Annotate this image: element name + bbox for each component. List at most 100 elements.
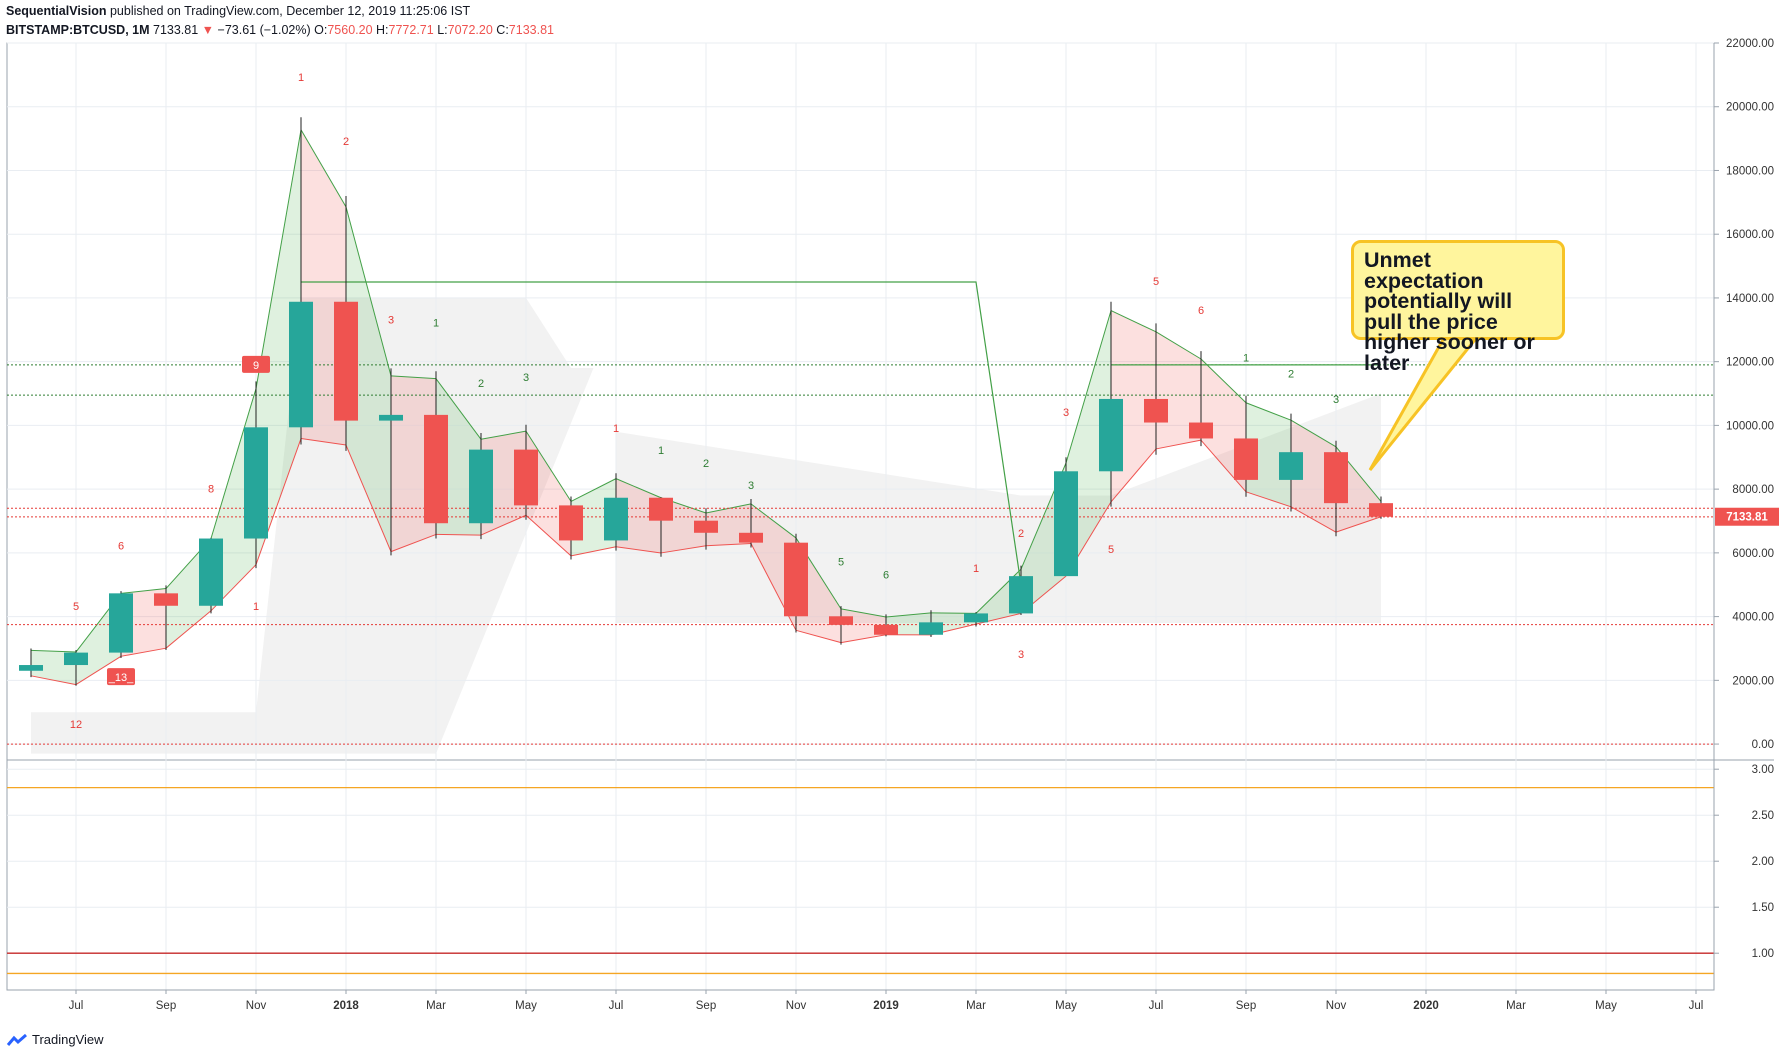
y-tick-label: 2.50 bbox=[1752, 810, 1774, 822]
cloud-band bbox=[346, 206, 391, 552]
symbol-label[interactable]: BITSTAMP:BTCUSD, 1M bbox=[6, 23, 150, 37]
y-tick-label: 6000.00 bbox=[1732, 548, 1774, 560]
setup-count-label: 3 bbox=[1333, 394, 1339, 406]
cloud-upper-line bbox=[255, 129, 302, 389]
cloud-upper-line bbox=[345, 206, 392, 377]
cloud-lower-line bbox=[435, 533, 482, 536]
cloud-upper-line bbox=[1155, 331, 1202, 360]
candle-body bbox=[694, 520, 718, 533]
y-tick-label: 1.50 bbox=[1752, 902, 1774, 914]
cloud-upper-line bbox=[930, 612, 977, 614]
cloud-upper-line bbox=[615, 478, 662, 499]
setup-count-label: 3 bbox=[523, 372, 529, 384]
cloud-lower-line bbox=[390, 533, 437, 553]
x-tick-label: Mar bbox=[1506, 1000, 1526, 1012]
y-tick-label: 0.00 bbox=[1752, 739, 1774, 751]
cloud-lower-line bbox=[30, 675, 77, 686]
candle-body bbox=[604, 497, 628, 541]
setup-count-label: 2 bbox=[1288, 369, 1294, 381]
cloud-lower-line bbox=[795, 629, 842, 644]
down-arrow-icon: ▼ bbox=[201, 23, 215, 37]
cloud-lower-line bbox=[660, 545, 707, 554]
candle-body bbox=[649, 497, 673, 521]
candle-body bbox=[829, 616, 853, 625]
axes-layer: 0.00 2000.00 4000.00 6000.00 8000.00 10000.00… bbox=[7, 38, 1779, 1012]
x-tick-label: Jul bbox=[1689, 1000, 1704, 1012]
y-tick-label: 18000.00 bbox=[1726, 165, 1774, 177]
cloud-upper-line bbox=[570, 478, 617, 502]
cloud-lower-line bbox=[1245, 491, 1292, 508]
x-tick-label: Nov bbox=[786, 1000, 807, 1012]
setup-count-label: 5 bbox=[1108, 544, 1114, 556]
last-price-tag bbox=[1715, 507, 1779, 526]
badge-bg bbox=[107, 668, 135, 686]
x-tick-label: Sep bbox=[696, 1000, 716, 1012]
cloud-lower-line bbox=[615, 546, 662, 554]
count-badge: _13_ bbox=[107, 668, 135, 686]
candle-body bbox=[199, 538, 223, 606]
y-tick-label: 2000.00 bbox=[1732, 675, 1774, 687]
setup-count-label: 1 bbox=[298, 72, 304, 84]
publish-line: SequentialVision published on TradingVie… bbox=[6, 3, 554, 19]
open-value: 7560.20 bbox=[327, 23, 373, 37]
candle-body bbox=[514, 449, 538, 506]
brand-text: TradingView bbox=[32, 1032, 104, 1047]
y-tick-label: 2.00 bbox=[1752, 856, 1774, 868]
candle-body bbox=[64, 652, 88, 666]
setup-count-label: 2 bbox=[478, 378, 484, 390]
setup-count-label: 8 bbox=[208, 483, 214, 495]
publisher-name[interactable]: SequentialVision bbox=[6, 4, 107, 18]
cloud-lower-line bbox=[1335, 516, 1382, 533]
cloud-lower-line bbox=[705, 543, 752, 547]
setup-count-label: 12 bbox=[70, 719, 82, 731]
y-tick-label: 4000.00 bbox=[1732, 612, 1774, 624]
setup-count-label: 6 bbox=[118, 541, 124, 553]
cloud-lower-line bbox=[840, 634, 887, 644]
setup-count-label: 2 bbox=[343, 136, 349, 148]
watermark-shape bbox=[31, 297, 594, 754]
x-tick-label: Mar bbox=[966, 1000, 986, 1012]
setup-count-label: 3 bbox=[388, 314, 394, 326]
setup-count-label: 3 bbox=[1018, 649, 1024, 661]
cloud-lower-line bbox=[525, 514, 572, 557]
candle-body bbox=[109, 593, 133, 653]
x-tick-label: 2018 bbox=[333, 1000, 359, 1012]
close-label: C: bbox=[496, 23, 509, 37]
tdst-line bbox=[301, 281, 1022, 585]
cloud-lower-line bbox=[1200, 439, 1247, 493]
ohlc-line: BITSTAMP:BTCUSD, 1M 7133.81 ▼ −73.61 (−1… bbox=[6, 22, 554, 38]
tradingview-logo-icon bbox=[6, 1033, 27, 1046]
y-tick-label: 1.00 bbox=[1752, 948, 1774, 960]
candle-body bbox=[244, 427, 268, 539]
annotation-callout[interactable]: Unmet expectation potentially will pull … bbox=[1351, 240, 1565, 373]
x-tick-label: 2020 bbox=[1413, 1000, 1439, 1012]
badge-text: 9 bbox=[253, 360, 259, 372]
candle-body bbox=[424, 414, 448, 524]
x-tick-label: Sep bbox=[1236, 1000, 1256, 1012]
candle-body bbox=[559, 505, 583, 541]
setup-count-label: 1 bbox=[1243, 353, 1249, 365]
setup-count-label: 1 bbox=[973, 563, 979, 575]
footer-brand[interactable]: TradingView bbox=[6, 1032, 104, 1047]
last-price: 7133.81 bbox=[153, 23, 199, 37]
cloud-lower-line bbox=[165, 610, 212, 649]
x-tick-label: Nov bbox=[1326, 1000, 1347, 1012]
cloud-lower-line bbox=[255, 438, 302, 565]
cloud-upper-line bbox=[1110, 310, 1157, 333]
y-tick-label: 20000.00 bbox=[1726, 102, 1774, 114]
count-badge: 9 bbox=[242, 355, 270, 373]
setup-count-label: 6 bbox=[1198, 305, 1204, 317]
y-tick-label: 8000.00 bbox=[1732, 484, 1774, 496]
cloud-upper-line bbox=[30, 649, 77, 653]
cloud-upper-line bbox=[210, 388, 257, 539]
cloud-upper-line bbox=[885, 612, 932, 618]
candle-body bbox=[469, 449, 493, 524]
cloud-upper-line bbox=[1245, 402, 1292, 421]
badge-text: _13_ bbox=[108, 672, 134, 684]
cloud-upper-line bbox=[1290, 419, 1337, 448]
x-tick-label: 2019 bbox=[873, 1000, 899, 1012]
candles-layer bbox=[19, 117, 1393, 686]
cloud-lower-line bbox=[300, 438, 347, 446]
